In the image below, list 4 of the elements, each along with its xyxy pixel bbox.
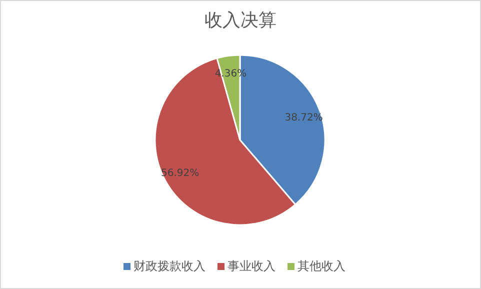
legend-label: 其他收入 — [298, 259, 346, 273]
legend-label: 事业收入 — [228, 259, 276, 273]
legend-label: 财政拨款收入 — [134, 259, 206, 273]
chart-title: 收入决算 — [204, 10, 276, 31]
